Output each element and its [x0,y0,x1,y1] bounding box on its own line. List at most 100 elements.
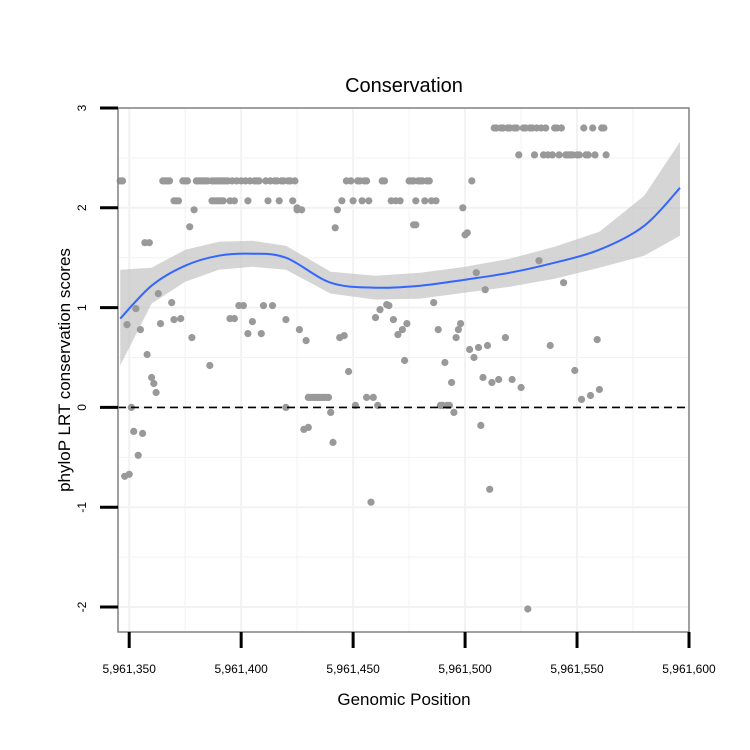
grid-layer [118,108,689,632]
data-point [188,334,196,342]
data-point [555,151,563,159]
smooth-line [119,187,681,320]
x-tick-label: 5,961,450 [326,662,380,676]
x-tick-label: 5,961,600 [662,662,716,676]
data-point [486,485,494,493]
data-point [183,177,191,185]
data-point [412,221,420,229]
y-axis-label: phyloP LRT conservation scores [55,248,74,492]
data-point [363,393,371,401]
y-axis: -2 -1 0 1 2 3 [75,104,118,612]
data-point [586,391,595,400]
data-point [170,316,178,324]
data-point [168,299,176,307]
data-point [226,197,234,205]
y-tick-label: -2 [75,601,89,612]
data-point [347,177,355,185]
data-point [441,358,449,367]
data-point [132,305,140,313]
data-point [452,334,460,342]
x-tick-label: 5,961,500 [438,662,492,676]
data-point [369,393,377,401]
data-point [148,373,156,382]
data-point [548,151,557,159]
data-point [255,177,263,185]
data-point [530,151,539,159]
data-point [380,177,389,185]
chart-title: Conservation [345,75,463,97]
data-point [515,151,523,159]
x-axis-label: Genomic Position [337,690,470,709]
data-point [542,124,550,132]
data-point [479,373,487,382]
data-point [206,361,214,370]
data-point [358,197,366,205]
data-point [118,177,127,185]
data-point [571,366,579,375]
data-point [488,378,496,387]
data-point [239,302,247,310]
data-point [154,290,162,298]
data-point [483,341,492,350]
data-point [474,343,483,352]
data-point [600,124,608,132]
data-point [304,423,312,431]
data-point [293,204,301,212]
points-layer [116,124,610,613]
data-point [282,403,290,411]
data-point [340,332,348,340]
x-axis: 5,961,350 5,961,400 5,961,450 5,961,500 5,96… [103,632,716,676]
data-point [145,239,153,247]
data-point [345,367,353,376]
data-point [295,326,303,334]
data-point [448,378,456,387]
data-point [457,320,465,328]
data-point [481,286,489,294]
data-point [589,124,597,132]
data-point [143,350,151,359]
data-point [584,151,592,159]
data-point [367,498,375,506]
data-point [432,197,440,205]
data-point [501,334,509,342]
data-point [264,197,272,205]
data-point [291,177,299,185]
data-point [363,177,371,185]
data-point [333,206,341,214]
data-point [125,470,133,478]
data-point [513,124,521,132]
y-tick-label: 1 [75,304,89,311]
data-point [466,345,474,354]
data-point [557,124,566,132]
x-tick-label: 5,961,400 [214,662,268,676]
data-point [134,451,142,459]
smooth-line-layer [119,187,681,320]
data-point [421,197,429,205]
data-point [524,605,532,613]
data-point [139,429,147,437]
data-point [575,151,583,159]
y-tick-label: 2 [75,204,89,211]
y-tick-label: 3 [75,104,89,111]
data-point [389,316,397,324]
data-point [560,279,568,287]
data-point [365,197,373,205]
data-point [430,299,438,307]
data-point [495,375,503,384]
data-point [450,408,458,416]
data-point [244,197,252,205]
data-point [593,336,601,344]
data-point [425,177,433,185]
data-point [602,151,610,159]
data-point [156,320,165,328]
data-point [371,314,380,322]
data-point [517,383,525,392]
data-point [331,224,339,232]
data-point [282,316,290,324]
data-point [459,204,467,212]
data-point [248,318,256,326]
data-point [580,124,588,132]
y-tick-label: -1 [75,502,89,513]
data-point [136,326,144,334]
data-point [591,151,599,159]
